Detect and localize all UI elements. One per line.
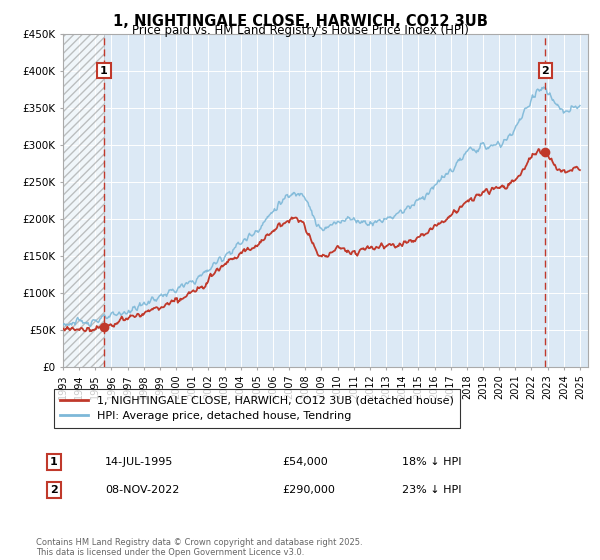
Text: Price paid vs. HM Land Registry's House Price Index (HPI): Price paid vs. HM Land Registry's House … <box>131 24 469 37</box>
Text: 1: 1 <box>100 66 108 76</box>
Text: 1, NIGHTINGALE CLOSE, HARWICH, CO12 3UB: 1, NIGHTINGALE CLOSE, HARWICH, CO12 3UB <box>113 14 487 29</box>
Text: 18% ↓ HPI: 18% ↓ HPI <box>402 457 461 467</box>
Text: 2: 2 <box>541 66 549 76</box>
Text: 23% ↓ HPI: 23% ↓ HPI <box>402 485 461 495</box>
Text: 14-JUL-1995: 14-JUL-1995 <box>105 457 173 467</box>
Text: £54,000: £54,000 <box>282 457 328 467</box>
Text: 2: 2 <box>50 485 58 495</box>
Text: 1: 1 <box>50 457 58 467</box>
Text: Contains HM Land Registry data © Crown copyright and database right 2025.
This d: Contains HM Land Registry data © Crown c… <box>36 538 362 557</box>
Legend: 1, NIGHTINGALE CLOSE, HARWICH, CO12 3UB (detached house), HPI: Average price, de: 1, NIGHTINGALE CLOSE, HARWICH, CO12 3UB … <box>53 389 460 428</box>
Bar <box>63 34 104 367</box>
Text: £290,000: £290,000 <box>282 485 335 495</box>
Text: 08-NOV-2022: 08-NOV-2022 <box>105 485 179 495</box>
